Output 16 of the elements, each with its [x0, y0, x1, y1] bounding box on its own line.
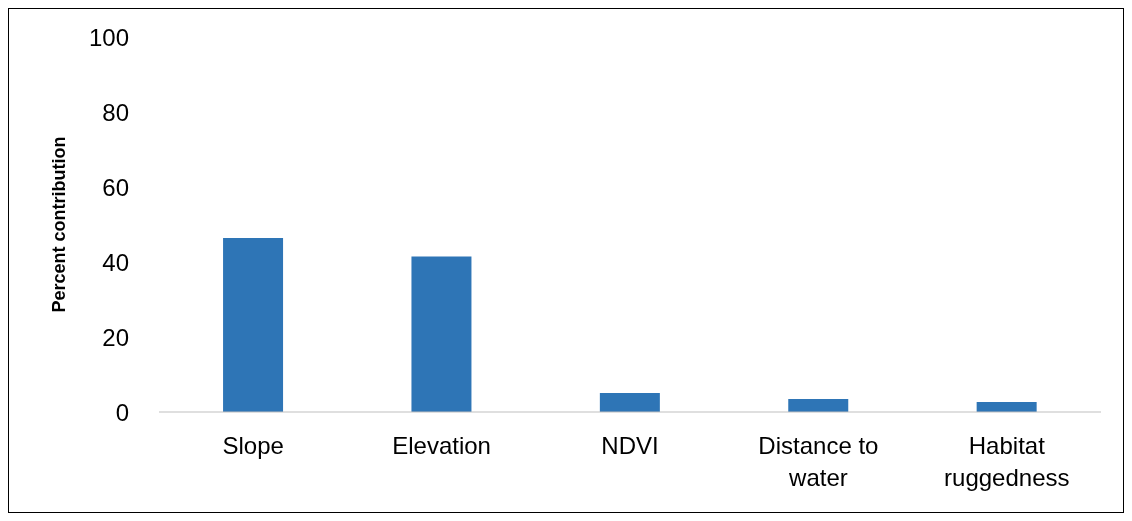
x-tick-label: Distance to water	[758, 432, 879, 491]
y-tick-label: 0	[115, 398, 129, 426]
y-tick-label: 40	[102, 248, 129, 276]
x-tick-label: NDVI	[601, 432, 659, 459]
y-tick-label: 20	[102, 323, 129, 351]
y-tick-label: 80	[102, 98, 129, 126]
bar	[223, 238, 284, 412]
bar	[788, 398, 849, 412]
x-tick-label: Elevation	[392, 432, 491, 459]
bar	[599, 392, 660, 412]
y-tick-label: 60	[102, 173, 129, 201]
y-tick-label: 100	[88, 23, 129, 51]
x-tick-label: Slope	[222, 432, 284, 459]
bar	[411, 256, 472, 412]
y-axis-title: Percent contribution	[49, 136, 70, 313]
x-tick-label: Habitat ruggedness	[944, 432, 1070, 491]
